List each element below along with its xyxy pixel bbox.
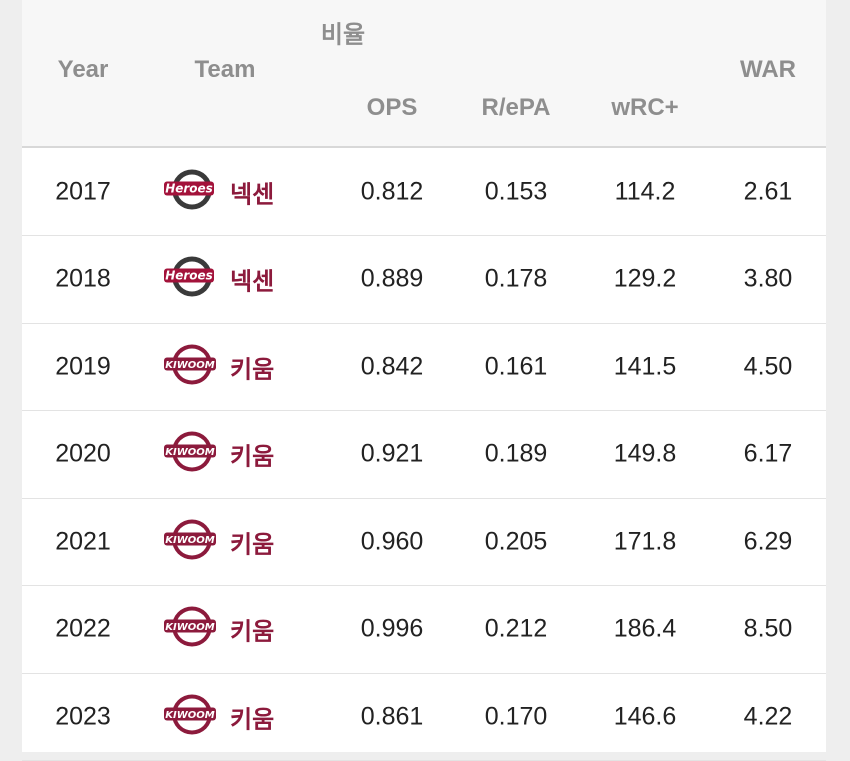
cell: 3.80 — [743, 264, 793, 293]
team-logo: KIWOOM — [162, 430, 216, 479]
cell: 0.996 — [360, 614, 424, 643]
cell: 0.161 — [484, 352, 548, 380]
team-logo: KIWOOM — [162, 692, 216, 741]
column-header: wRC+ — [611, 94, 679, 121]
cell: 141.5 — [613, 352, 677, 380]
svg-text:KIWOOM: KIWOOM — [165, 535, 215, 546]
cell: 149.8 — [613, 439, 677, 468]
cell: 0.189 — [484, 439, 548, 468]
table-row: 2019 KIWOOM 키움 0.842 0.161 141.5 4.50 — [22, 323, 826, 411]
cell: 0.170 — [484, 702, 548, 730]
cell: 2017 — [55, 177, 111, 205]
svg-text:Heroes: Heroes — [165, 269, 213, 283]
table-row: 2022 KIWOOM 키움 0.996 0.212 186.4 8.50 — [22, 586, 826, 674]
cell: 146.6 — [613, 702, 677, 730]
cell: 2021 — [55, 527, 111, 555]
group-header: 비율 — [320, 21, 366, 49]
stats-table: 비율 Year Team OPS R/ePA wRC+ WAR 2017 Hero… — [22, 0, 826, 761]
team-name: 키움 — [230, 443, 275, 471]
svg-text:KIWOOM: KIWOOM — [165, 622, 215, 633]
cell: 0.153 — [484, 177, 548, 205]
cell: 2019 — [55, 352, 111, 380]
svg-text:Heroes: Heroes — [165, 181, 213, 195]
team-name: 넥센 — [230, 181, 275, 208]
cell: 0.812 — [360, 177, 424, 205]
svg-text:KIWOOM: KIWOOM — [165, 360, 215, 371]
cell: 129.2 — [613, 264, 677, 293]
cell: 0.921 — [360, 439, 424, 468]
table-row: 2017 Heroes 넥센 0.812 0.153 114.2 2.61 — [22, 148, 826, 236]
cell: 0.212 — [484, 614, 548, 643]
team-name: 넥센 — [230, 268, 275, 296]
cell: 0.861 — [360, 702, 424, 730]
cell: 0.178 — [484, 264, 548, 293]
team-logo: KIWOOM — [162, 605, 216, 654]
cell: 0.205 — [484, 527, 548, 555]
team-name: 키움 — [230, 706, 275, 733]
cell: 2.61 — [743, 177, 793, 205]
cell: 0.960 — [360, 527, 424, 555]
column-header: WAR — [740, 56, 796, 83]
cell: 4.50 — [743, 352, 793, 380]
table-row: 2020 KIWOOM 키움 0.921 0.189 149.8 6.17 — [22, 411, 826, 499]
table-row: 2021 KIWOOM 키움 0.960 0.205 171.8 6.29 — [22, 498, 826, 586]
svg-text:KIWOOM: KIWOOM — [165, 447, 215, 458]
cell: 2020 — [55, 439, 111, 468]
column-header: R/ePA — [481, 94, 551, 121]
cell: 171.8 — [613, 527, 677, 555]
team-logo: Heroes — [162, 167, 216, 216]
column-header: Team — [194, 56, 256, 83]
cell: 2022 — [55, 614, 111, 643]
team-logo: Heroes — [162, 255, 216, 304]
team-logo: KIWOOM — [162, 517, 216, 566]
cell: 6.29 — [743, 527, 793, 555]
table-row: 2018 Heroes 넥센 0.889 0.178 129.2 3.80 — [22, 236, 826, 324]
cell: 4.22 — [743, 702, 793, 730]
column-header: Year — [57, 56, 109, 83]
team-logo: KIWOOM — [162, 342, 216, 391]
cell: 114.2 — [614, 177, 676, 205]
cell: 186.4 — [613, 614, 677, 643]
cell: 0.842 — [360, 352, 424, 380]
team-name: 키움 — [230, 531, 275, 558]
svg-text:KIWOOM: KIWOOM — [165, 710, 215, 721]
table-row: 2023 KIWOOM 키움 0.861 0.170 146.6 4.22 — [22, 673, 826, 761]
cell: 2018 — [55, 264, 111, 293]
cell: 2023 — [55, 702, 111, 730]
cell: 6.17 — [743, 439, 793, 468]
team-name: 키움 — [230, 618, 275, 646]
cell: 8.50 — [743, 614, 793, 643]
column-header: OPS — [366, 94, 418, 121]
cell: 0.889 — [360, 264, 424, 293]
team-name: 키움 — [230, 356, 275, 383]
table-header: 비율 Year Team OPS R/ePA wRC+ WAR — [22, 0, 826, 148]
